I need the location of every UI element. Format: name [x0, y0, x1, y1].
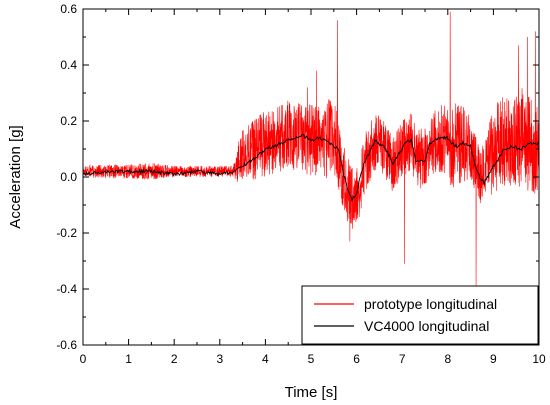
- x-tick-label: 3: [216, 352, 223, 366]
- plot-area: [82, 11, 540, 287]
- legend: prototype longitudinal VC4000 longitudin…: [301, 285, 539, 345]
- x-tick-label: 4: [262, 352, 269, 366]
- series-prototype-line: [82, 11, 540, 287]
- legend-label-prototype: prototype longitudinal: [364, 296, 497, 312]
- x-tick-label: 5: [308, 352, 315, 366]
- x-axis-label: Time [s]: [285, 384, 338, 401]
- legend-box: [301, 285, 539, 345]
- y-tick-label: -0.2: [56, 226, 77, 240]
- y-tick-label: 0.6: [60, 2, 77, 16]
- series-vc4000-line: [82, 133, 540, 202]
- y-tick-label: -0.4: [56, 282, 77, 296]
- x-tick-label: 2: [171, 352, 178, 366]
- axes: 0 1 2 3 4 5 6 7 8 9 10 -0.6 -0.4 -0.2 0.0 0.2 0.4 0.6: [56, 2, 546, 366]
- x-tick-label: 8: [444, 352, 451, 366]
- y-tick-label: -0.6: [56, 338, 77, 352]
- x-tick-label: 9: [490, 352, 497, 366]
- y-tick-label: 0.4: [60, 58, 77, 72]
- x-tick-label: 0: [80, 352, 87, 366]
- legend-label-vc4000: VC4000 longitudinal: [364, 318, 489, 334]
- y-tick-label: 0.2: [60, 114, 77, 128]
- y-tick-label: 0.0: [60, 170, 77, 184]
- x-tick-label: 1: [125, 352, 132, 366]
- x-tick-label: 7: [399, 352, 406, 366]
- y-axis-label: Acceleration [g]: [7, 125, 24, 228]
- x-tick-label: 6: [353, 352, 360, 366]
- x-tick-label: 10: [532, 352, 546, 366]
